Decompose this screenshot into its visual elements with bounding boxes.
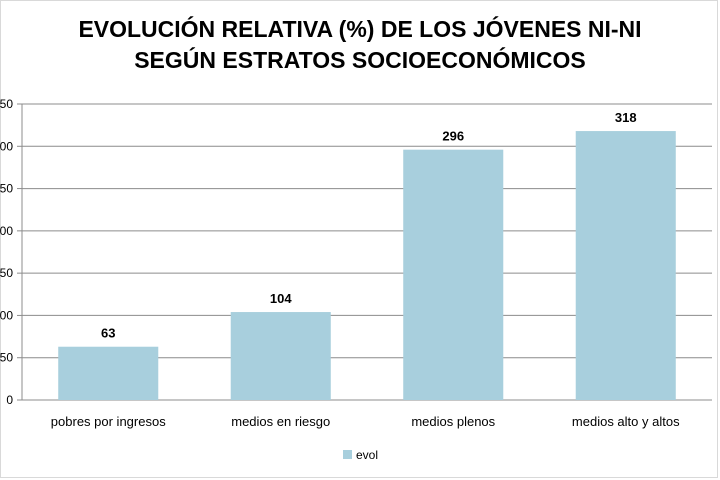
- y-tick-label: 0: [6, 393, 13, 407]
- bar: [58, 346, 159, 400]
- x-category-label: medios plenos: [411, 414, 495, 429]
- y-tick-label: 350: [0, 97, 13, 111]
- legend-label: evol: [356, 448, 378, 462]
- chart-title: EVOLUCIÓN RELATIVA (%) DE LOS JÓVENES NI…: [0, 14, 720, 76]
- bar-value-label: 318: [615, 110, 637, 125]
- chart-title-line-1: EVOLUCIÓN RELATIVA (%) DE LOS JÓVENES NI…: [78, 16, 642, 42]
- x-axis-categories: pobres por ingresos medios en riesgo medio…: [51, 414, 680, 429]
- x-category-label: pobres por ingresos: [51, 414, 166, 429]
- bar: [230, 312, 331, 400]
- y-tick-label: 250: [0, 182, 13, 196]
- legend: evol: [343, 448, 378, 462]
- bar-value-label: 63: [101, 326, 115, 341]
- y-tick-label: 300: [0, 139, 13, 153]
- y-tick-label: 50: [0, 351, 13, 365]
- bar-value-label: 296: [442, 129, 464, 144]
- bars: [58, 131, 676, 400]
- bar-value-label: 104: [270, 291, 292, 306]
- y-tick-label: 100: [0, 308, 13, 322]
- legend-swatch: [343, 450, 352, 459]
- x-category-label: medios en riesgo: [231, 414, 330, 429]
- bar: [403, 149, 504, 400]
- bar: [575, 131, 676, 400]
- y-tick-label: 150: [0, 266, 13, 280]
- y-axis-ticks: 0 50 100 150 200 250 300 350: [0, 97, 23, 407]
- data-labels: 63 104 296 318: [101, 110, 637, 341]
- chart-title-line-2: SEGÚN ESTRATOS SOCIOECONÓMICOS: [134, 47, 586, 73]
- x-category-label: medios alto y altos: [572, 414, 680, 429]
- y-tick-label: 200: [0, 224, 13, 238]
